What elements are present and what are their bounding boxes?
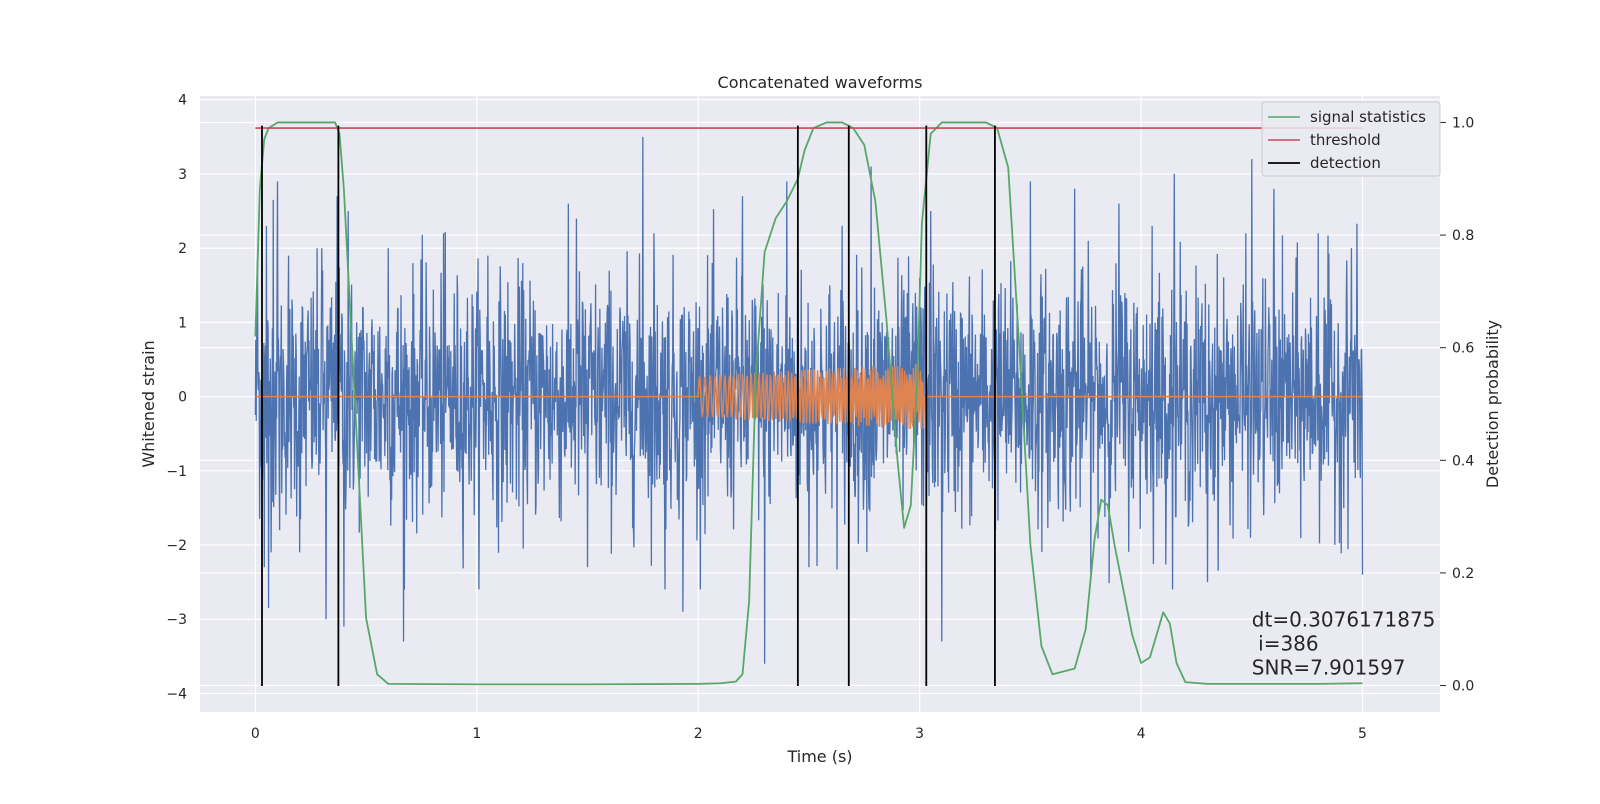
x-tick-label: 4	[1137, 726, 1146, 742]
strain-line	[254, 136, 1364, 664]
y2-tick-label: 0.2	[1452, 566, 1474, 582]
y-tick-label: −1	[166, 464, 187, 480]
y-tick-label: 1	[178, 315, 187, 331]
legend-box	[1261, 101, 1441, 177]
y2-tick-label: 1.0	[1452, 115, 1474, 131]
y-tick-label: 4	[178, 93, 187, 109]
signal-statistics-series	[254, 121, 1363, 686]
legend-label-detection: detection	[1310, 154, 1381, 172]
y-tick-label: −3	[166, 612, 187, 628]
signal-statistics-line	[254, 121, 1363, 686]
y-tick-label: −4	[166, 686, 187, 702]
annotation-text: SNR=7.901597	[1252, 655, 1406, 679]
x-tick-label: 1	[472, 726, 481, 742]
x-axis-label: Time (s)	[786, 747, 852, 766]
x-tick-label: 2	[694, 726, 703, 742]
y-tick-label: 3	[178, 167, 187, 183]
y-tick-label: 2	[178, 241, 187, 257]
legend-label-signal-statistics: signal statistics	[1310, 108, 1426, 126]
y2-tick-label: 0.0	[1452, 679, 1474, 695]
plot-area	[254, 121, 1364, 687]
y2-axis-label: Detection probability	[1483, 320, 1502, 488]
y-axis-ticks: −4 −3 −2 −1 0 1 2 3 4	[166, 93, 187, 703]
y-tick-label: −2	[166, 538, 187, 554]
y2-tick-label: 0.8	[1452, 228, 1474, 244]
y2-tick-label: 0.4	[1452, 453, 1474, 469]
x-tick-label: 0	[251, 726, 260, 742]
legend-label-threshold: threshold	[1310, 131, 1381, 149]
x-tick-label: 3	[915, 726, 924, 742]
whitened-strain-series	[254, 136, 1364, 664]
annotation-text: i=386	[1252, 632, 1319, 656]
x-tick-label: 5	[1358, 726, 1367, 742]
y2-axis-ticks: 0.0 0.2 0.4 0.6 0.8 1.0	[1440, 115, 1474, 695]
chart-title: Concatenated waveforms	[718, 73, 923, 92]
y-axis-label: Whitened strain	[139, 340, 158, 467]
annotation-text: dt=0.3076171875	[1252, 607, 1436, 631]
injected-waveform-series	[255, 364, 1363, 430]
detection-series	[261, 125, 996, 687]
injected-waveform-line	[255, 364, 1363, 430]
x-axis-ticks: 0 1 2 3 4 5	[251, 726, 1367, 742]
legend: signal statistics threshold detection	[1261, 101, 1441, 177]
y-tick-label: 0	[178, 390, 187, 406]
y2-tick-label: 0.6	[1452, 341, 1474, 357]
